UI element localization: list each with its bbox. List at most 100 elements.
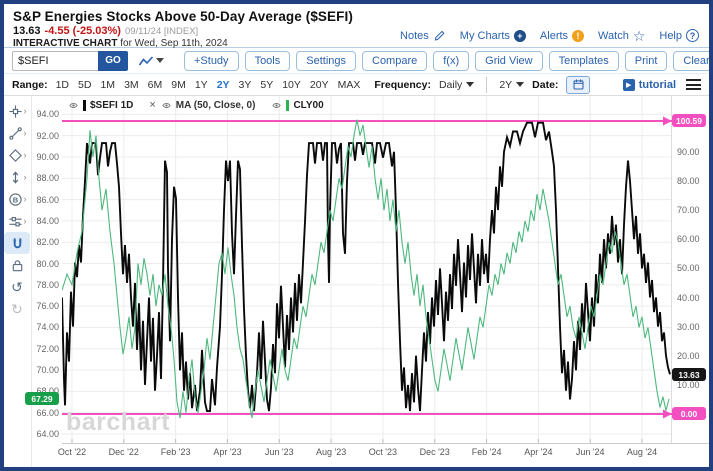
range-label: Range:	[12, 78, 48, 91]
chart-area: ››››B››↺↻ 96.0094.0092.0090.0088.0086.00…	[4, 96, 709, 467]
settings-button[interactable]: Settings	[296, 50, 356, 71]
toolbar-right-group: Templates Print Clear	[548, 50, 709, 71]
date-picker-button[interactable]	[566, 75, 591, 94]
nav-help[interactable]: Help?	[659, 29, 699, 42]
symbol-input[interactable]	[12, 50, 98, 71]
grid-view-button[interactable]: Grid View	[475, 50, 543, 71]
range-1d[interactable]: 1D	[55, 78, 70, 91]
undo-tool-icon[interactable]: ↺	[11, 279, 23, 295]
nav-watch[interactable]: Watch ☆	[598, 27, 646, 44]
range-10y[interactable]: 10Y	[282, 78, 301, 91]
range-3m[interactable]: 3M	[124, 78, 139, 91]
range-options: 1D 5D 1M 3M 6M 9M 1Y 2Y 3Y 5Y 10Y 20Y MAX	[56, 79, 361, 91]
range-1m[interactable]: 1M	[100, 78, 116, 91]
interactive-chart-label: INTERACTIVE CHART	[13, 38, 118, 49]
date-label: Date:	[532, 78, 559, 91]
right-axis-tick: 90.00	[677, 146, 700, 157]
right-axis-tick: 60.00	[677, 234, 700, 245]
symbol-group: GO	[12, 50, 128, 71]
crosshair-tool-icon[interactable]: ›	[4, 100, 30, 122]
right-axis-tick: 80.00	[677, 176, 700, 186]
go-button[interactable]: GO	[98, 50, 128, 71]
x-axis-tick: Apr '24	[524, 447, 553, 457]
compare-tool-icon[interactable]: ›	[4, 210, 30, 232]
period-value: 2Y	[499, 78, 513, 91]
left-axis-tick: 70.00	[36, 365, 59, 376]
hline-arrow-icon	[663, 409, 672, 419]
range-6m[interactable]: 6M	[147, 78, 163, 91]
shapes-tool-icon[interactable]: ›	[4, 144, 30, 166]
range-max[interactable]: MAX	[337, 78, 361, 91]
redo-tool-icon[interactable]: ↻	[11, 301, 23, 317]
left-axis-tick: 86.00	[36, 194, 59, 205]
range-1y[interactable]: 1Y	[194, 78, 208, 91]
left-axis-tick: 76.00	[36, 301, 59, 312]
tutorial-link[interactable]: ▶ tutorial	[622, 78, 676, 91]
left-axis-tick: 82.00	[36, 237, 59, 248]
chart-type-selector[interactable]	[138, 54, 164, 68]
sefi-value-badge: 13.63	[672, 368, 706, 381]
x-axis-tick: Oct '23	[368, 447, 398, 457]
updown-arrows-tool-icon[interactable]: ›	[4, 166, 30, 188]
low-value-badge: 0.00	[672, 407, 706, 420]
magnet-tool-icon[interactable]	[4, 232, 30, 254]
range-20y[interactable]: 20Y	[309, 78, 329, 91]
toolbar-buttons-left: +Study Tools Settings Compare f(x) Grid View	[184, 50, 543, 71]
eye-icon[interactable]	[68, 101, 79, 110]
left-axis-tick: 64.00	[36, 429, 59, 439]
menu-icon[interactable]	[686, 77, 701, 93]
nav-notes[interactable]: Notes	[400, 29, 446, 42]
nav-label: My Charts	[459, 29, 510, 42]
calendar-icon	[573, 79, 584, 90]
alert-icon: !	[572, 29, 585, 42]
print-button[interactable]: Print	[624, 50, 668, 71]
frequency-dropdown[interactable]: Daily	[439, 79, 475, 91]
tools-button[interactable]: Tools	[244, 50, 291, 71]
legend-sefi[interactable]: $SEFI 1D	[68, 99, 133, 111]
left-axis-tick: 74.00	[36, 322, 59, 333]
x-axis-tick: Oct '22	[57, 447, 87, 457]
x-axis-tick: Apr '23	[213, 447, 242, 457]
left-axis-tick: 68.00	[36, 386, 59, 396]
legend-ma[interactable]: × MA (50, Close, 0)	[149, 99, 255, 111]
chevron-right-icon: ›	[23, 128, 27, 138]
clear-button[interactable]: Clear	[673, 50, 709, 71]
remove-study-icon[interactable]: ×	[149, 99, 156, 111]
bar-style-tool-icon[interactable]: B ›	[4, 188, 30, 210]
plus-circle-icon: +	[513, 29, 526, 42]
eye-icon[interactable]	[271, 101, 282, 110]
templates-button[interactable]: Templates	[548, 50, 619, 71]
nav-my-charts[interactable]: My Charts +	[459, 29, 526, 42]
left-axis-tick: 80.00	[36, 258, 59, 269]
nav-alerts[interactable]: Alerts!	[540, 29, 585, 42]
chevron-down-icon	[516, 82, 525, 87]
left-axis-tick: 92.00	[36, 130, 59, 141]
hline-arrow-icon	[663, 116, 672, 126]
range-5y[interactable]: 5Y	[260, 78, 274, 91]
range-2y[interactable]: 2Y	[216, 78, 230, 91]
star-icon: ☆	[632, 27, 646, 44]
range-9m[interactable]: 9M	[171, 78, 186, 91]
left-axis-tick: 96.00	[36, 96, 59, 98]
compare-button[interactable]: Compare	[362, 50, 428, 71]
last-price: 13.63	[13, 25, 41, 37]
price-change: -4.55 (-25.03%)	[44, 25, 121, 37]
lock-tool-icon[interactable]	[4, 254, 30, 276]
f-x-button[interactable]: f(x)	[433, 50, 470, 71]
legend-cly00[interactable]: CLY00	[271, 99, 324, 111]
header-nav: Notes My Charts + Alerts! Watch ☆ Help?	[400, 27, 699, 44]
eye-icon[interactable]	[161, 101, 172, 110]
chevron-right-icon: ›	[23, 150, 27, 160]
chart-plot[interactable]	[62, 96, 672, 443]
nav-label: Notes	[400, 29, 429, 42]
range-divider	[486, 76, 488, 93]
period-dropdown[interactable]: 2Y	[499, 78, 525, 91]
annotations-tool-icon[interactable]: ›	[4, 122, 30, 144]
range-3y[interactable]: 3Y	[238, 78, 252, 91]
x-axis: Oct '22 Dec '22 Feb '23 Apr '23 Jun '23 Aug '…	[58, 443, 709, 459]
frequency-label: Frequency:	[374, 78, 431, 91]
range-5d[interactable]: 5D	[78, 78, 92, 91]
x-axis-tick: Feb '23	[160, 447, 191, 457]
high-value-badge: 100.59	[672, 114, 706, 127]
study-button[interactable]: +Study	[184, 50, 239, 71]
